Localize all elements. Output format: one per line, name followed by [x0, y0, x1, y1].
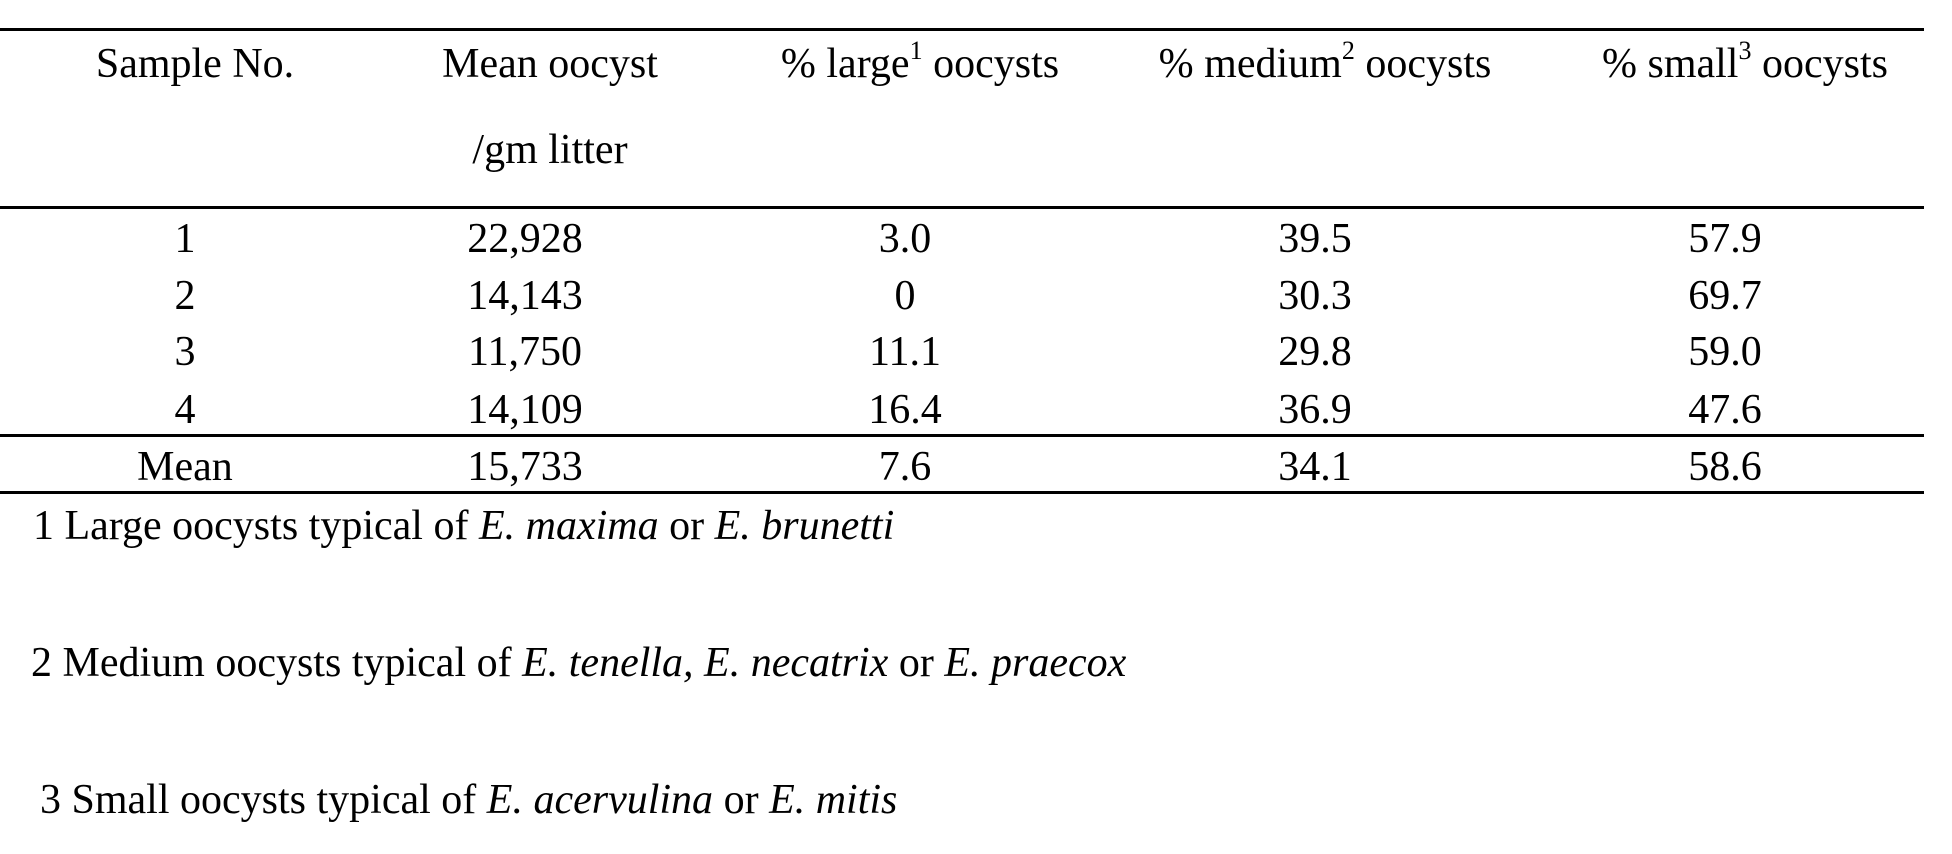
cell-mean-oocyst: 14,109	[467, 387, 583, 433]
footnote-1: 1 Large oocysts typical of E. maxima or …	[33, 503, 895, 549]
cell-medium: 34.1	[1278, 444, 1352, 490]
cell-sample: 3	[174, 329, 196, 375]
cell-small: 58.6	[1688, 444, 1762, 490]
cell-mean-oocyst: 15,733	[467, 444, 583, 490]
cell-medium: 30.3	[1278, 273, 1352, 319]
cell-large: 7.6	[878, 444, 932, 490]
cell-small: 47.6	[1688, 387, 1762, 433]
header-medium-oocysts: % medium2 oocysts	[1158, 36, 1492, 87]
cell-sample: 4	[174, 387, 196, 433]
cell-mean-oocyst: 22,928	[467, 216, 583, 262]
cell-small: 57.9	[1688, 216, 1762, 262]
cell-mean-oocyst: 11,750	[468, 329, 582, 375]
footnote-2: 2 Medium oocysts typical of E. tenella, …	[31, 640, 1127, 686]
header-large-oocysts: % large1 oocysts	[780, 36, 1060, 87]
cell-sample: 2	[174, 273, 196, 319]
cell-medium: 29.8	[1278, 329, 1352, 375]
cell-large: 3.0	[878, 216, 932, 262]
header-mean-oocyst: Mean oocyst	[442, 41, 658, 87]
cell-large: 11.1	[869, 329, 941, 375]
cell-sample: Mean	[137, 444, 233, 490]
footnote-ref-2: 2	[1341, 36, 1355, 65]
header-sample-no: Sample No.	[95, 41, 295, 87]
cell-medium: 36.9	[1278, 387, 1352, 433]
cell-small: 69.7	[1688, 273, 1762, 319]
header-bottom-rule	[0, 206, 1924, 209]
table-bottom-rule	[0, 491, 1924, 494]
table-top-rule	[0, 28, 1924, 31]
footnote-3: 3 Small oocysts typical of E. acervulina…	[40, 777, 898, 823]
cell-large: 0	[894, 273, 916, 319]
cell-medium: 39.5	[1278, 216, 1352, 262]
header-small-oocysts: % small3 oocysts	[1602, 36, 1888, 87]
cell-sample: 1	[174, 216, 196, 262]
cell-large: 16.4	[868, 387, 942, 433]
mean-row-rule	[0, 434, 1924, 437]
footnote-ref-3: 3	[1738, 36, 1752, 65]
header-mean-oocyst-unit: /gm litter	[472, 127, 628, 173]
cell-mean-oocyst: 14,143	[467, 273, 583, 319]
footnote-ref-1: 1	[909, 36, 923, 65]
cell-small: 59.0	[1688, 329, 1762, 375]
